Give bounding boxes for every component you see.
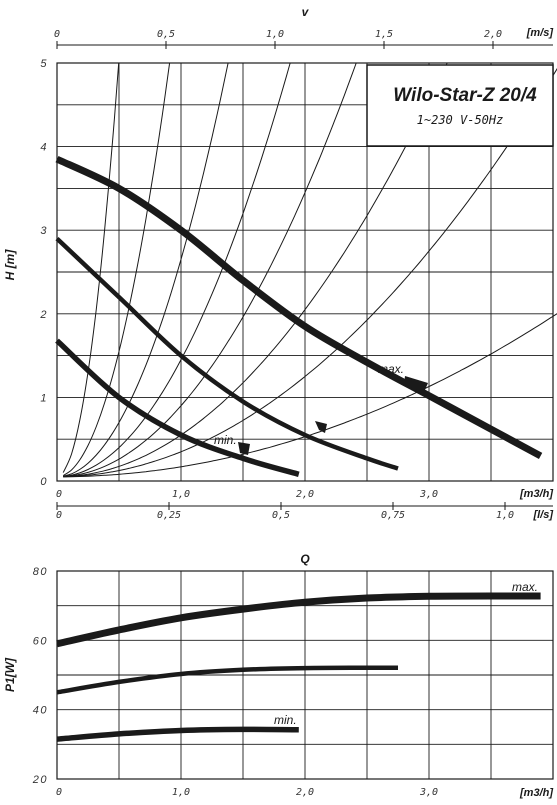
system-curve bbox=[63, 313, 557, 478]
system-curve bbox=[63, 62, 357, 478]
power-x-tick-label: 3,0 bbox=[419, 787, 438, 798]
flow-tick-label: 1,0 bbox=[172, 489, 190, 500]
head-y-tick-label: 2 bbox=[39, 309, 48, 321]
head-tick-labels: 0 0,5 1,0 1,5 2,0 0 1 2 3 4 5 0 1,0 2,0 3,0 0 0,25 0,5 0,7… bbox=[39, 29, 553, 521]
system-curves bbox=[62, 62, 557, 478]
head-y-axis-label: H [m] bbox=[3, 249, 17, 281]
power-x-axis-unit: [m3/h] bbox=[519, 787, 553, 799]
power-min-label: min. bbox=[274, 713, 297, 727]
min-marker bbox=[238, 442, 250, 455]
ls-tick-label: 0,5 bbox=[272, 510, 290, 521]
chart-title: Wilo-Star-Z 20/4 bbox=[393, 85, 537, 106]
head-curve-1 bbox=[55, 236, 399, 471]
power-y-tick-label: 80 bbox=[33, 566, 48, 578]
power-curve-1 bbox=[56, 665, 398, 695]
power-series bbox=[56, 592, 541, 742]
power-tick-labels: 20 40 60 80 0 1,0 2,0 3,0 bbox=[32, 566, 438, 798]
mid-marker bbox=[315, 421, 327, 433]
top-axis-unit: [m/s] bbox=[526, 27, 554, 39]
system-curve bbox=[62, 62, 120, 473]
ls-axis-unit: [l/s] bbox=[532, 509, 553, 521]
max-marker bbox=[404, 376, 428, 392]
head-plot-frame bbox=[56, 62, 554, 482]
power-grid bbox=[57, 571, 553, 779]
power-max-label: max. bbox=[512, 580, 538, 594]
top-axis-tick-label: 0 bbox=[54, 29, 60, 40]
head-y-tick-label: 4 bbox=[40, 142, 48, 154]
top-axis-label: v bbox=[302, 5, 310, 19]
power-chart-title: Q bbox=[300, 552, 310, 566]
title-box-frame bbox=[366, 64, 554, 147]
power-x-tick-label: 0 bbox=[56, 787, 62, 798]
ls-tick-label: 0,75 bbox=[381, 510, 405, 521]
system-curve bbox=[63, 62, 229, 477]
power-y-axis-label: P1[W] bbox=[3, 657, 17, 692]
head-series bbox=[55, 155, 543, 477]
top-axis-tick-label: 0,5 bbox=[157, 29, 175, 40]
head-max-label: max. bbox=[378, 362, 404, 376]
ls-tick-label: 1,0 bbox=[496, 510, 514, 521]
ls-tick-label: 0 bbox=[56, 510, 62, 521]
power-y-tick-label: 20 bbox=[32, 774, 48, 786]
flow-tick-label: 2,0 bbox=[296, 489, 314, 500]
system-curve bbox=[63, 62, 291, 477]
head-curve-0 bbox=[55, 155, 543, 459]
flow-axis-unit: [m3/h] bbox=[519, 488, 553, 500]
head-curve-2 bbox=[55, 338, 300, 477]
system-curve bbox=[63, 62, 448, 478]
power-chart: Q P1[W] [m3/h] max. min. 20 40 60 80 0 1,0 2,0… bbox=[3, 552, 554, 799]
title-box: Wilo-Star-Z 20/4 1~230 V-50Hz bbox=[366, 64, 554, 147]
head-y-tick-label: 0 bbox=[40, 476, 48, 488]
power-curve-0 bbox=[56, 592, 541, 648]
power-plot-frame bbox=[56, 570, 554, 780]
power-curve-2 bbox=[56, 726, 299, 742]
head-min-label: min. bbox=[214, 433, 237, 447]
power-y-tick-label: 40 bbox=[33, 705, 48, 717]
power-y-tick-label: 60 bbox=[33, 635, 48, 647]
top-axis-tick-label: 2,0 bbox=[484, 29, 502, 40]
power-x-tick-label: 1,0 bbox=[172, 787, 190, 798]
top-axis-tick-label: 1,5 bbox=[375, 29, 393, 40]
chart-subtitle: 1~230 V-50Hz bbox=[417, 113, 504, 127]
head-y-tick-label: 3 bbox=[40, 225, 48, 237]
head-y-tick-label: 1 bbox=[40, 392, 48, 404]
head-chart: Wilo-Star-Z 20/4 1~230 V-50Hz v [m/s] H … bbox=[3, 5, 557, 521]
system-curve bbox=[62, 62, 171, 477]
head-y-tick-label: 5 bbox=[40, 58, 48, 70]
top-axis-tick-label: 1,0 bbox=[266, 29, 284, 40]
flow-tick-label: 3,0 bbox=[419, 489, 438, 500]
system-curve bbox=[63, 68, 557, 478]
power-x-tick-label: 2,0 bbox=[296, 787, 314, 798]
flow-tick-label: 0 bbox=[56, 489, 62, 500]
ls-tick-label: 0,25 bbox=[157, 510, 181, 521]
